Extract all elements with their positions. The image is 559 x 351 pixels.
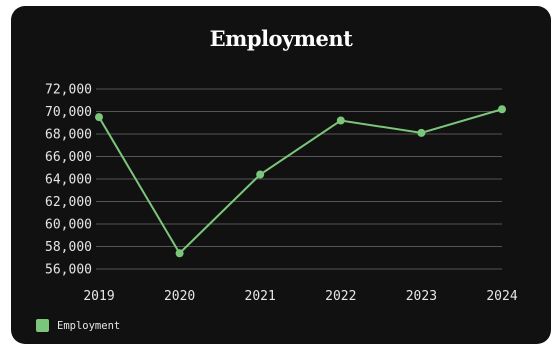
chart-plot: 56,000 58,000 60,000 62,000 64,000 66,000 68,0… [45,83,518,305]
x-tick-label: 2023 [406,289,437,304]
x-tick-label: 2019 [83,289,114,304]
y-tick-label: 58,000 [45,240,92,255]
data-point [256,170,265,179]
x-tick-label: 2020 [164,289,195,304]
y-tick-label: 68,000 [45,128,92,143]
y-tick-label: 56,000 [45,263,92,278]
x-tick-label: 2022 [325,289,356,304]
grid-lines [96,88,502,270]
chart-card: Employment 56,000 58,000 60,000 62,000 64,00… [11,6,551,344]
series-employment [95,105,506,258]
series-line [98,108,503,255]
y-tick-label: 70,000 [45,105,92,120]
y-tick-label: 66,000 [45,150,92,165]
y-tick-label: 64,000 [45,173,92,188]
y-tick-label: 62,000 [45,195,92,210]
x-tick-label: 2021 [245,289,276,304]
data-point [417,128,426,137]
y-tick-label: 72,000 [45,83,92,98]
x-tick-label: 2024 [486,289,517,304]
data-point [336,116,345,125]
legend-label-employment: Employment [57,319,121,332]
data-point [498,105,506,114]
legend-swatch-employment [36,319,49,332]
data-point [95,113,103,122]
chart-title: Employment [209,26,353,51]
y-axis-ticks: 56,000 58,000 60,000 62,000 64,000 66,000 68,0… [45,83,92,278]
data-point [175,249,184,258]
y-tick-label: 60,000 [45,218,92,233]
x-axis-ticks: 2019 2020 2021 2022 2023 2024 [83,289,517,304]
legend: Employment [36,319,120,332]
